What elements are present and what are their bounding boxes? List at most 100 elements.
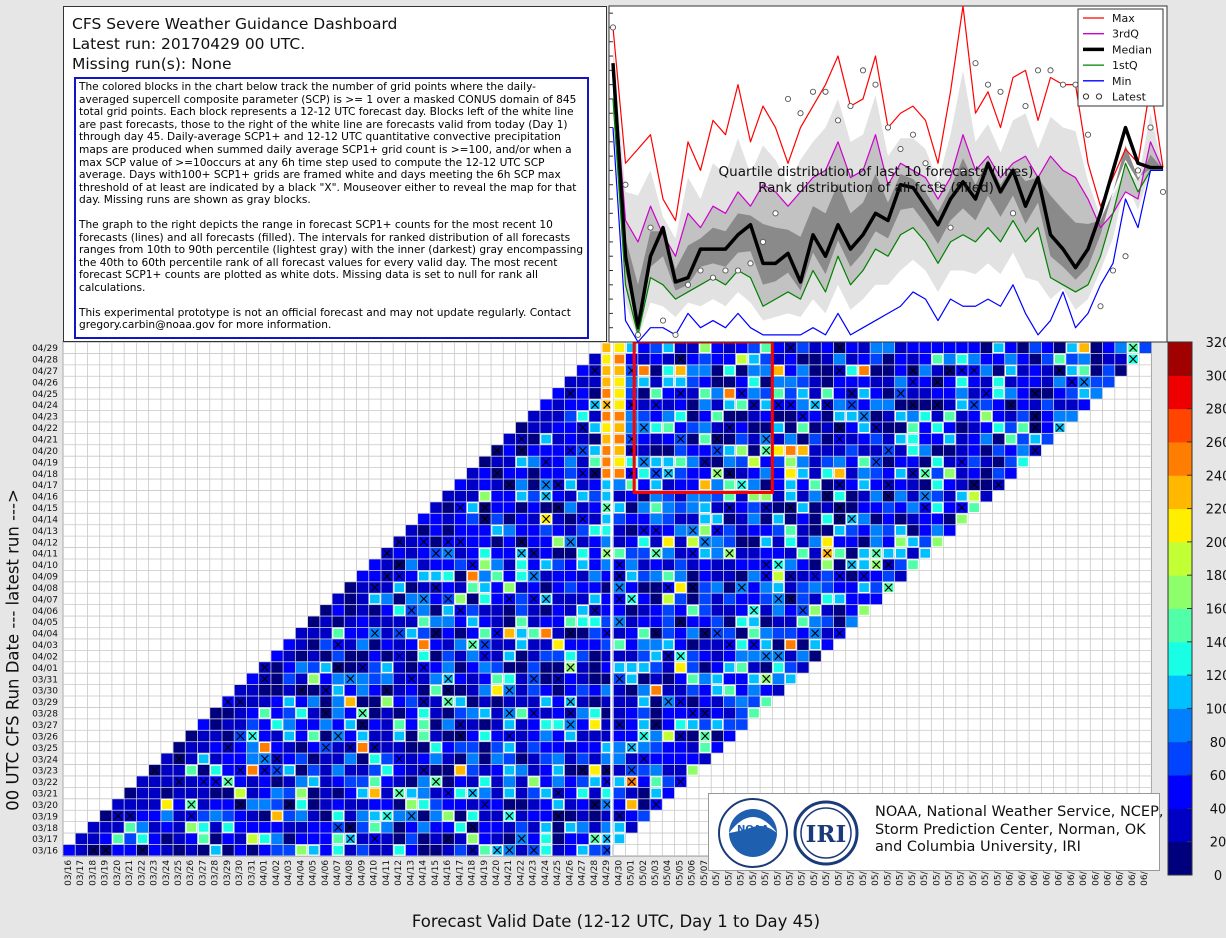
heatmap-cell (662, 707, 675, 719)
heatmap-cell (601, 410, 613, 422)
heatmap-cell (564, 605, 577, 616)
heatmap-cell (479, 833, 491, 845)
heatmap-cell (564, 525, 577, 536)
heatmap-cell (369, 707, 381, 719)
cell-x-mark (468, 846, 477, 855)
heatmap-cell (674, 525, 687, 536)
heatmap-cell (723, 570, 736, 582)
heatmap-cell (283, 650, 295, 662)
heatmap-cell (136, 787, 149, 799)
run-date-tick: 03/22 (32, 778, 58, 788)
heatmap-cell (797, 365, 809, 376)
heatmap-cell (344, 593, 357, 605)
heatmap-cell (259, 833, 271, 845)
heatmap-cell (650, 593, 662, 605)
valid-date-tick: 03/24 (162, 860, 172, 886)
heatmap-cell (882, 513, 895, 525)
heatmap-cell (1066, 353, 1078, 365)
heatmap-cell (356, 730, 369, 742)
heatmap-cell (100, 810, 112, 822)
cell-frame (552, 639, 565, 651)
cell-frame (576, 844, 589, 856)
cell-frame (552, 799, 565, 810)
heatmap-cell (784, 639, 797, 650)
cell-x-mark (419, 697, 428, 706)
latest-dot (947, 224, 954, 231)
heatmap-cell (797, 639, 809, 650)
cell-frame (589, 456, 601, 468)
heatmap-cell (674, 410, 687, 422)
cell-x-mark (688, 583, 697, 592)
heatmap-cell (589, 479, 601, 491)
heatmap-cell (992, 468, 1005, 479)
heatmap-cell (674, 422, 687, 433)
heatmap-cell (858, 456, 870, 468)
heatmap-cell (503, 616, 516, 628)
heatmap-cell (907, 445, 919, 456)
heatmap-cell (638, 776, 650, 787)
cell-x-mark (860, 412, 869, 421)
cell-frame (491, 525, 503, 536)
heatmap-cell (430, 742, 442, 753)
heatmap-cell (919, 536, 931, 548)
heatmap-cell (748, 490, 760, 502)
cell-x-mark (847, 560, 856, 569)
heatmap-cell (760, 662, 772, 673)
heatmap-cell (674, 593, 687, 605)
heatmap-cell (907, 353, 919, 365)
heatmap-cell (650, 570, 662, 582)
heatmap-cell (589, 616, 601, 628)
heatmap-cell (295, 742, 308, 753)
run-date-tick: 04/22 (32, 424, 58, 434)
heatmap-cell (980, 410, 993, 422)
heatmap-cell (295, 707, 308, 719)
cell-x-mark (321, 743, 330, 752)
heatmap-cell (405, 685, 418, 696)
legend-label: Max (1112, 12, 1135, 25)
heatmap-cell (601, 513, 613, 525)
valid-date-tick: 05/27 (945, 860, 955, 886)
cell-x-mark (725, 640, 734, 649)
heatmap-cell (968, 456, 980, 468)
heatmap-cell (442, 570, 454, 582)
valid-date-tick: 04/30 (614, 860, 624, 886)
heatmap-cell (784, 365, 797, 376)
heatmap-cell (662, 433, 675, 445)
heatmap-cell (564, 559, 577, 570)
cell-frame (393, 719, 406, 730)
cell-frame (674, 376, 687, 388)
heatmap-cell (711, 662, 724, 673)
heatmap-cell (234, 719, 247, 730)
heatmap-cell (625, 456, 638, 468)
heatmap-cell (1139, 342, 1152, 354)
heatmap-cell (674, 479, 687, 491)
heatmap-cell (149, 810, 161, 822)
run-date-tick: 04/02 (32, 652, 58, 662)
cell-frame (846, 410, 858, 422)
heatmap-cell (613, 822, 626, 833)
heatmap-cell (491, 696, 503, 708)
cell-frame (650, 422, 662, 434)
heatmap-cell (454, 570, 467, 582)
valid-date-tick: 03/26 (186, 860, 196, 886)
heatmap-cell (638, 445, 650, 456)
cell-x-mark (566, 389, 575, 398)
credit-line-1: NOAA, National Weather Service, NCEP, (875, 804, 1164, 820)
heatmap-cell (589, 376, 601, 388)
cell-frame (295, 707, 308, 719)
heatmap-cell (625, 685, 638, 696)
heatmap-cell (540, 650, 552, 662)
cell-x-mark (835, 503, 844, 512)
heatmap-cell (797, 399, 809, 411)
heatmap-cell (674, 742, 687, 753)
cell-frame (320, 662, 332, 673)
heatmap-cell (577, 559, 589, 570)
heatmap-cell (540, 662, 552, 673)
heatmap-cell (246, 776, 259, 787)
heatmap-cell (907, 559, 919, 570)
cell-x-mark (480, 651, 489, 661)
cell-x-mark (578, 514, 587, 524)
cell-frame (699, 387, 711, 399)
heatmap-cell (479, 844, 491, 856)
heatmap-cell (870, 490, 883, 502)
